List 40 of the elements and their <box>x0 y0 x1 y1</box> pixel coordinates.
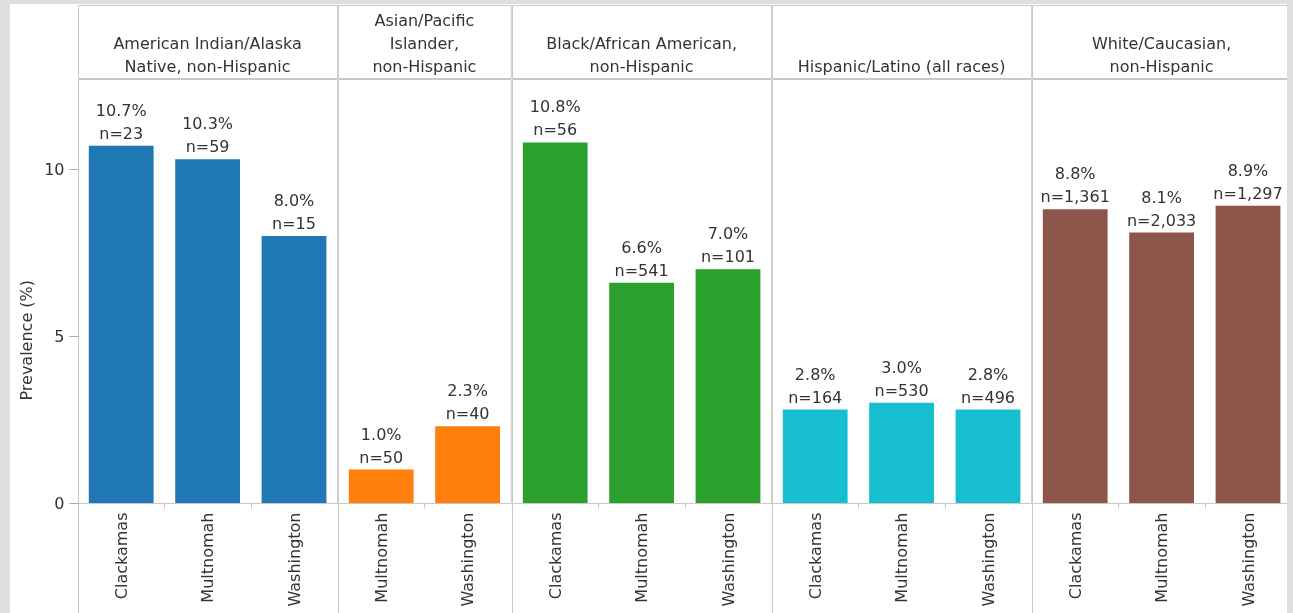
chart-title: Hispanic/Latino (all races) <box>797 57 1006 76</box>
x-tick-label: Multnomah <box>632 512 652 603</box>
data-label: 3.0% n=530 <box>874 357 929 400</box>
y-axis-title: Prevalence (%) <box>17 279 37 401</box>
chart-title: Black/African American, non-Hispanic <box>546 34 737 76</box>
data-label: 1.0% n=50 <box>359 424 404 467</box>
data-label: 6.6% n=541 <box>614 237 669 280</box>
x-tick-label: Multnomah <box>892 512 912 603</box>
x-tick-label: Clackamas <box>1065 512 1085 600</box>
chart-title: American Indian/Alaska Native, non-Hispanic <box>113 34 302 76</box>
x-tick-label: Multnomah <box>1152 512 1172 603</box>
x-tick-label: Clackamas <box>545 512 565 600</box>
bar <box>175 159 240 503</box>
x-tick-label: Clackamas <box>111 512 131 600</box>
data-label: 10.3% n=59 <box>182 114 234 157</box>
x-tick-label: Multnomah <box>371 512 391 603</box>
data-label: 8.9% n=1,297 <box>1213 160 1283 203</box>
y-tick-label: 5 <box>54 326 65 346</box>
x-tick-label: Multnomah <box>198 512 218 603</box>
chart-title: Asian/Pacific Islander, non-Hispanic <box>372 11 477 76</box>
x-tick-label: Clackamas <box>805 512 825 600</box>
x-tick-label: Washington <box>978 512 998 607</box>
x-tick-label: Washington <box>718 512 738 607</box>
x-tick-label: Washington <box>1238 512 1258 607</box>
chart-title: White/Caucasian, non-Hispanic <box>1091 34 1232 76</box>
data-label: 10.8% n=56 <box>529 97 581 140</box>
data-label: 2.8% n=496 <box>960 364 1016 407</box>
data-label: 2.3% n=40 <box>445 381 490 424</box>
y-tick-label: 0 <box>54 493 65 513</box>
bar <box>88 145 154 503</box>
data-label: 8.8% n=1,361 <box>1040 164 1110 207</box>
data-label: 8.1% n=2,033 <box>1126 187 1197 230</box>
data-label: 8.0% n=15 <box>272 190 316 233</box>
y-tick-label: 10 <box>44 159 65 179</box>
x-tick-label: Washington <box>284 512 304 607</box>
bar <box>261 235 327 503</box>
data-label: 10.7% n=23 <box>95 100 147 143</box>
data-label: 7.0% n=101 <box>700 224 756 267</box>
data-label: 2.8% n=164 <box>788 364 843 407</box>
x-tick-label: Washington <box>458 512 478 607</box>
